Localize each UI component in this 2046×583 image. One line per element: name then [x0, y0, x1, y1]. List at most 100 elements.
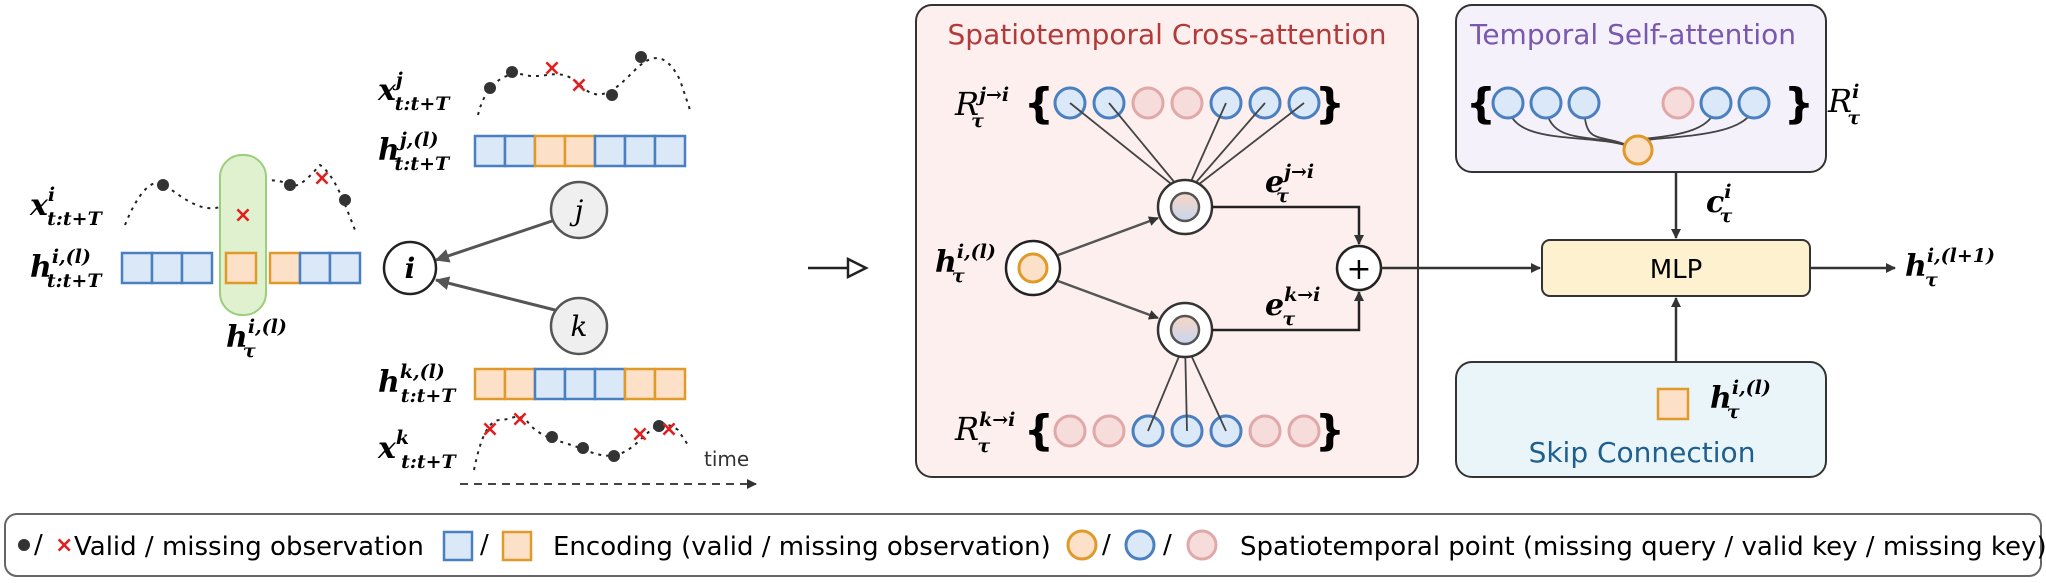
encoding-cell-missing [473, 367, 507, 401]
query-point [1017, 252, 1049, 284]
encoding-cell-valid [503, 134, 537, 168]
encoding-cell-valid [473, 134, 507, 168]
encoding-cell-missing [503, 367, 537, 401]
skip-connection-title: Skip Connection [1529, 436, 1756, 469]
cross-attention-box [915, 4, 1419, 478]
path-top-to-plus [1212, 205, 1364, 245]
sum-symbol: + [1346, 252, 1371, 287]
legend-sep: / [480, 530, 489, 560]
encoding-cell-missing [623, 367, 657, 401]
mlp-label: MLP [1650, 255, 1703, 285]
key-row-self [1491, 86, 1771, 120]
self-attention-panel: Temporal Self-attention { } Ri τ [1455, 4, 1860, 173]
label-R-self: Ri τ [1827, 81, 1860, 129]
encoding-cell-valid [180, 251, 214, 285]
label-h-tau: hi,(l) τ [226, 316, 287, 362]
obs-dot [577, 442, 589, 454]
obs-dot [284, 179, 296, 191]
key-point-valid [1491, 86, 1525, 120]
attention-line [1184, 102, 1266, 196]
attention-line [1184, 102, 1305, 196]
label-h-j: hj,(l) t:t+T [378, 129, 451, 175]
missing-x: × [660, 417, 678, 442]
encoding-cell-missing [224, 251, 258, 285]
edge-j-to-i [435, 218, 556, 263]
legend-valid-key [1124, 529, 1156, 561]
path-bot-to-plus [1212, 291, 1364, 332]
legend-item-encoding: Encoding (valid / missing observation) [553, 532, 1051, 562]
self-query-point [1622, 134, 1654, 166]
label-h-skip: hi,(l) τ [1710, 377, 1771, 423]
arrow-query-to-top [1057, 216, 1159, 257]
node-i [382, 240, 438, 296]
key-point-missing [1248, 414, 1282, 448]
key-point-missing [1092, 414, 1126, 448]
node-k-label: k [571, 310, 588, 343]
node-j [549, 180, 609, 240]
brace-close: } [1784, 79, 1814, 128]
key-point-valid [1737, 86, 1771, 120]
key-point-missing [1287, 414, 1321, 448]
legend-item-point: Spatiotemporal point (missing query / va… [1240, 532, 2046, 562]
legend-sep: / [1102, 530, 1111, 560]
encoding-strip-j [473, 134, 687, 168]
key-point-valid [1529, 86, 1563, 120]
label-x-j: xj t:t+T [377, 69, 451, 115]
missing-x: × [570, 73, 588, 98]
missing-x: × [481, 417, 499, 442]
self-attention-title: Temporal Self-attention [1469, 18, 1796, 51]
legend-valid-dot [18, 539, 30, 551]
self-attention-box [1455, 4, 1827, 173]
key-point-valid [1699, 86, 1733, 120]
aggregator-bottom-point [1169, 314, 1201, 346]
obs-dot [635, 51, 647, 63]
transition-arrowhead [846, 256, 869, 280]
brace-open: { [1024, 406, 1054, 455]
obs-dot [653, 420, 665, 432]
missing-x: × [511, 407, 529, 432]
skip-connection-panel: hi,(l) τ Skip Connection [1455, 361, 1827, 478]
legend-missing-key [1186, 529, 1218, 561]
brace-open: { [1466, 79, 1496, 128]
tau-highlight [219, 154, 267, 316]
obs-dot [506, 66, 518, 78]
skip-connection-box [1455, 361, 1827, 478]
encoding-cell-missing [653, 367, 687, 401]
arrow-query-to-bot [1057, 279, 1159, 320]
encoding-cell-valid [150, 251, 184, 285]
legend-sep: / [34, 530, 43, 560]
encoding-cell-missing [563, 134, 597, 168]
encoding-cell-valid [563, 367, 597, 401]
obs-dot [606, 89, 618, 101]
obs-dot [546, 431, 558, 443]
attention-line [1108, 102, 1186, 196]
time-label: time [704, 447, 749, 471]
missing-x: × [543, 56, 561, 81]
aggregator-top-point [1169, 191, 1201, 223]
label-h-i: hi,(l) t:t+T [30, 246, 103, 292]
key-point-valid [1567, 86, 1601, 120]
label-x-i: xi t:t+T [29, 184, 104, 230]
legend-missing-x: × [55, 533, 73, 558]
encoding-cell-valid [328, 251, 362, 285]
skip-encoding-square [1656, 387, 1690, 421]
encoding-cell-valid [533, 367, 567, 401]
attention-line [1069, 102, 1186, 196]
node-k [549, 296, 609, 356]
label-h-k: hk,(l) t:t+T [378, 361, 457, 407]
encoding-strip-i [120, 251, 362, 285]
key-point-missing [1053, 414, 1087, 448]
key-row-bottom [1053, 414, 1321, 448]
edge-k-to-i [435, 276, 556, 312]
legend-sep: / [1163, 530, 1172, 560]
encoding-cell-valid [593, 367, 627, 401]
encoding-cell-valid [298, 251, 332, 285]
key-point-missing [1661, 86, 1695, 120]
legend: / × Valid / missing observation / Encodi… [4, 513, 2046, 577]
legend-query-point [1066, 529, 1098, 561]
label-e-bot: ek→i τ [1265, 284, 1320, 330]
node-i-label: i [405, 252, 416, 285]
obs-dot [339, 194, 351, 206]
encoding-cell-valid [653, 134, 687, 168]
